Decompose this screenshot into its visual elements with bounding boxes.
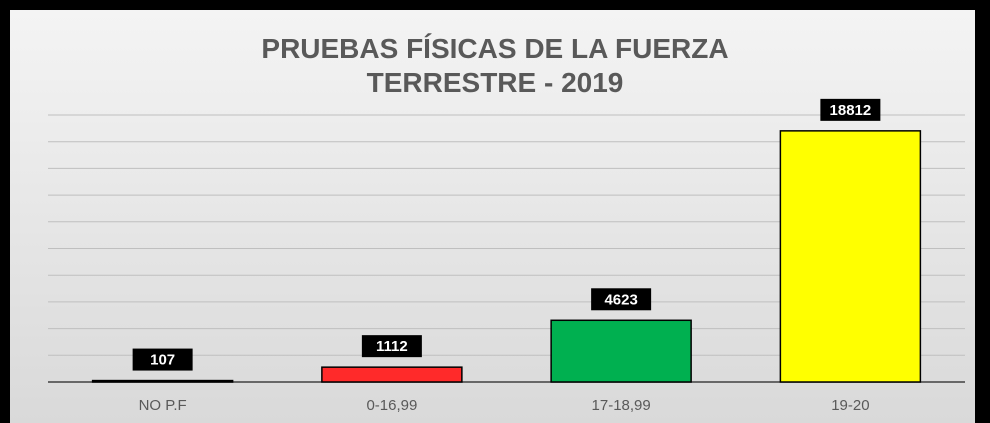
- data-label-box: [591, 288, 652, 311]
- chart-title: PRUEBAS FÍSICAS DE LA FUERZA TERRESTRE -…: [261, 33, 729, 98]
- bar: [321, 366, 463, 383]
- chart-frame: NO P.F 107 0-16,99 1112 17-18,99 4623 19-20 188…: [10, 10, 975, 423]
- data-label: 4623: [604, 291, 637, 308]
- data-label-box: [132, 348, 193, 371]
- data-label: 1112: [376, 338, 408, 355]
- bar: [550, 319, 692, 383]
- x-tick-label: 0-16,99: [366, 397, 417, 414]
- chart: NO P.F 107 0-16,99 1112 17-18,99 4623 19-20 188…: [48, 98, 965, 414]
- data-label: 18812: [830, 102, 872, 119]
- x-tick-label: NO P.F: [139, 397, 187, 414]
- x-tick-label: 17-18,99: [592, 397, 651, 414]
- x-tick-label: 19-20: [831, 397, 869, 414]
- bar: [779, 130, 922, 383]
- bar: [91, 379, 234, 383]
- data-label-box: [820, 98, 881, 121]
- data-label: 107: [150, 352, 175, 369]
- data-label-box: [361, 335, 422, 358]
